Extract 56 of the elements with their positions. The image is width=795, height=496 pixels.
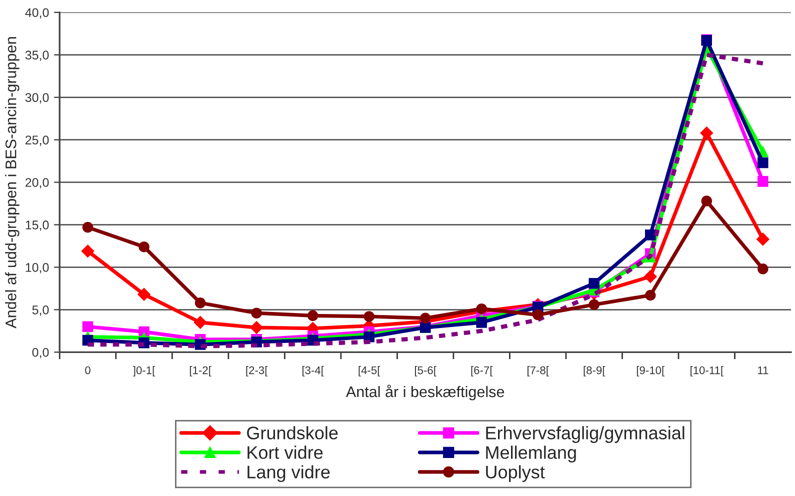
legend-label: Kort vidre [248, 446, 323, 459]
point [81, 244, 94, 258]
point [138, 241, 150, 252]
point [644, 230, 656, 240]
x-tick-label: [10-11[ [690, 366, 724, 376]
point [644, 270, 657, 283]
point [307, 310, 318, 322]
point [758, 176, 768, 187]
x-tick-label: [4-5[ [358, 366, 380, 376]
point [420, 312, 431, 324]
x-tick-label: [7-8[ [528, 366, 549, 376]
legend-label: Lang vidre [248, 465, 330, 482]
y-tick-label: 25,0 [26, 136, 49, 146]
y-tick-label: 15,0 [26, 220, 49, 231]
point [476, 303, 487, 314]
point [644, 290, 656, 301]
point [138, 288, 150, 301]
y-tick-label: 35,0 [25, 50, 49, 61]
point [756, 232, 770, 246]
point [194, 298, 206, 308]
point [758, 264, 768, 274]
point [758, 157, 768, 168]
point [588, 299, 600, 310]
legend-label: Grundskole [247, 426, 338, 440]
x-tick-label: [9-10[ [636, 366, 664, 376]
point [251, 308, 262, 318]
point [364, 311, 374, 322]
point [82, 222, 94, 233]
y-tick-label: 20,0 [26, 178, 49, 188]
x-tick-label: ]0-1[ [132, 366, 156, 376]
y-tick-label: 40,0 [25, 8, 49, 19]
y-axis-title: Andel af udd-gruppen i BES-ancin-gruppen [5, 37, 20, 328]
legend-label: Uoplyst [486, 465, 545, 482]
x-axis-title: Antal år i beskæftigelse [346, 384, 504, 400]
point [250, 321, 263, 334]
point [532, 309, 544, 320]
legend-label: Erhvervsfaglig/gymnasial [486, 426, 684, 443]
x-tick-label: [2-3[ [246, 366, 268, 376]
x-tick-label: 11 [758, 366, 768, 374]
y-tick-label: 30,0 [25, 93, 49, 104]
y-tick-label: 10,0 [26, 263, 49, 274]
x-tick-label: [8-9[ [584, 366, 606, 376]
x-tick-label: [1-2[ [190, 366, 212, 376]
point [82, 321, 94, 332]
x-tick-label: [5-6[ [415, 366, 436, 376]
legend-label: Mellemlang [486, 446, 576, 462]
y-tick-label: 0,0 [32, 348, 49, 358]
x-tick-label: [6-7[ [471, 366, 493, 376]
x-tick-label: 0 [85, 366, 90, 374]
y-tick-label: 5,0 [32, 305, 49, 316]
point [476, 317, 487, 328]
point [194, 316, 207, 329]
point [700, 126, 714, 140]
point [588, 278, 600, 289]
point [701, 196, 712, 206]
x-tick-label: [3-4[ [302, 366, 324, 376]
